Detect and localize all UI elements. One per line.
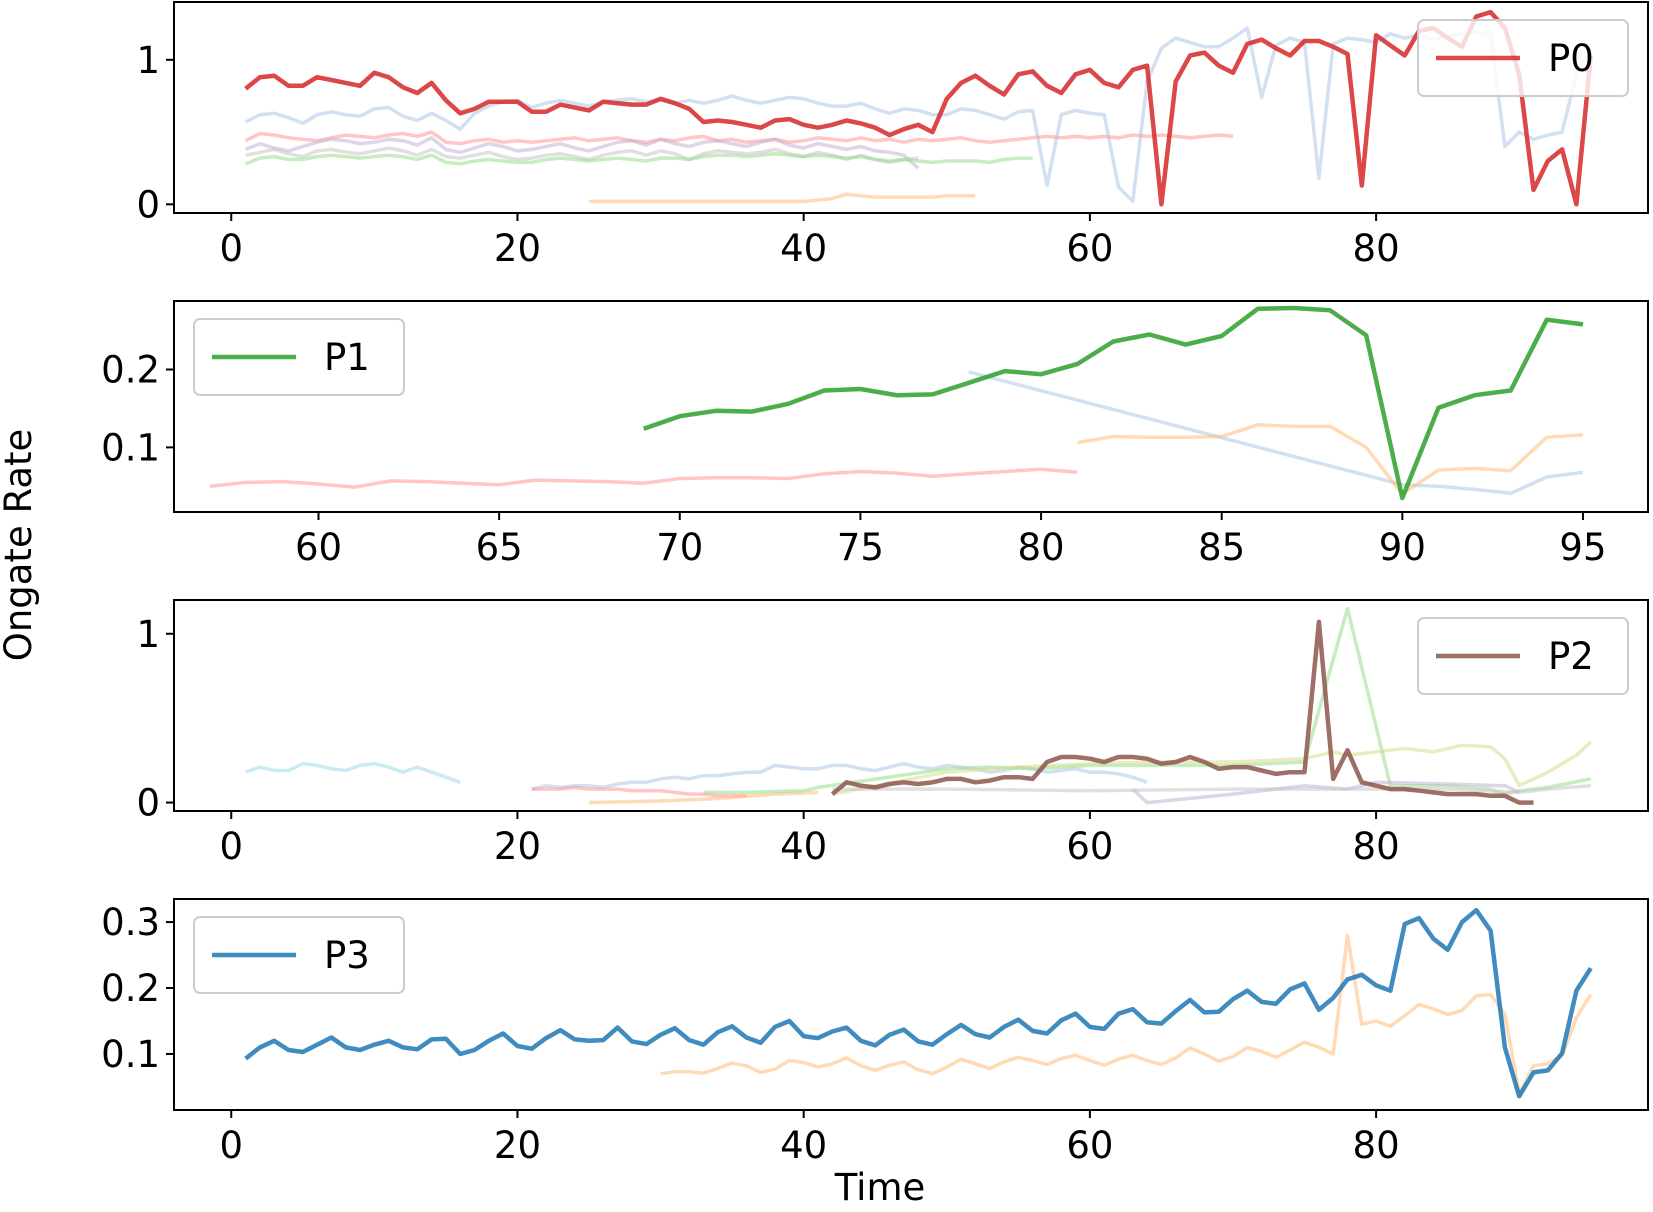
x-axis-label: Time bbox=[834, 1166, 926, 1209]
panel-0: 0 20 40 60 80 0 1 P0 bbox=[136, 1, 1649, 270]
y-tick-label: 1 bbox=[136, 613, 160, 656]
panel-1: 60 65 70 75 80 85 90 95 0.1 0.2 P1 bbox=[101, 300, 1649, 569]
y-tick-label: 1 bbox=[136, 39, 160, 82]
legend-label: P3 bbox=[324, 934, 370, 977]
series-line-p1 bbox=[642, 305, 1584, 501]
y-tick-label: 0.3 bbox=[101, 901, 160, 944]
legend-label: P2 bbox=[1548, 635, 1594, 678]
legend-p2: P2 bbox=[1417, 617, 1629, 695]
series-line-p3 bbox=[244, 907, 1593, 1099]
panel-frame bbox=[173, 1, 1649, 214]
x-tick-label: 70 bbox=[656, 526, 703, 569]
y-tick-label: 0 bbox=[136, 782, 160, 825]
x-tick-label: 80 bbox=[1353, 825, 1400, 868]
panel-3-series bbox=[244, 907, 1593, 1099]
x-tick-label: 40 bbox=[780, 227, 827, 270]
x-tick-label: 20 bbox=[494, 227, 541, 270]
y-tick-label: 0.1 bbox=[101, 426, 160, 469]
panel-2-series bbox=[245, 606, 1592, 805]
x-tick-label: 85 bbox=[1198, 526, 1245, 569]
x-tick-label: 60 bbox=[1066, 1124, 1113, 1167]
x-tick-label: 95 bbox=[1559, 526, 1606, 569]
background-series-line bbox=[831, 740, 1592, 796]
x-tick-label: 90 bbox=[1379, 526, 1426, 569]
x-tick-label: 60 bbox=[1066, 227, 1113, 270]
x-tick-label: 75 bbox=[837, 526, 884, 569]
legend-box bbox=[193, 916, 405, 994]
background-series-line bbox=[209, 467, 1078, 489]
y-tick-label: 0.1 bbox=[101, 1033, 160, 1076]
background-series-line bbox=[531, 761, 1148, 791]
background-series-line bbox=[244, 151, 1033, 166]
x-tick-label: 20 bbox=[494, 825, 541, 868]
panel-3: 0 20 40 60 80 0.1 0.2 0.3 P3 bbox=[101, 898, 1649, 1167]
y-tick-label: 0.2 bbox=[101, 349, 160, 392]
background-series-line bbox=[588, 790, 819, 805]
panel-frame bbox=[173, 599, 1649, 812]
legend-p0: P0 bbox=[1417, 19, 1629, 97]
x-tick-label: 80 bbox=[1018, 526, 1065, 569]
background-series-line bbox=[244, 26, 1593, 204]
background-series-line bbox=[244, 130, 1234, 146]
panel-frame bbox=[173, 898, 1649, 1111]
x-tick-label: 65 bbox=[476, 526, 523, 569]
background-series-line bbox=[245, 761, 461, 784]
series-line-p0 bbox=[244, 9, 1594, 207]
legend-p3: P3 bbox=[193, 916, 405, 994]
legend-box bbox=[1417, 19, 1629, 97]
series-line-p2 bbox=[830, 619, 1534, 805]
panel-1-series bbox=[209, 305, 1584, 501]
legend-label: P0 bbox=[1548, 37, 1594, 80]
x-tick-label: 80 bbox=[1353, 1124, 1400, 1167]
x-tick-label: 0 bbox=[219, 1124, 243, 1167]
x-tick-label: 40 bbox=[780, 1124, 827, 1167]
y-tick-label: 0.2 bbox=[101, 967, 160, 1010]
y-tick-label: 0 bbox=[136, 183, 160, 226]
background-series-line bbox=[968, 370, 1584, 496]
x-tick-label: 20 bbox=[494, 1124, 541, 1167]
background-series-line bbox=[660, 933, 1593, 1096]
panel-0-series bbox=[244, 9, 1594, 207]
x-tick-label: 0 bbox=[219, 227, 243, 270]
panel-2: 0 20 40 60 80 0 1 P2 bbox=[136, 599, 1649, 868]
background-series-line bbox=[589, 192, 976, 204]
y-axis-label: Ongate Rate bbox=[0, 429, 40, 662]
legend-box bbox=[193, 318, 405, 396]
background-series-line bbox=[1076, 423, 1584, 496]
background-series-line bbox=[244, 136, 920, 170]
background-series-line bbox=[531, 785, 747, 798]
background-series-line bbox=[832, 783, 1591, 795]
panel-frame bbox=[173, 300, 1649, 513]
x-tick-label: 40 bbox=[780, 825, 827, 868]
x-tick-label: 60 bbox=[1066, 825, 1113, 868]
legend-box bbox=[1417, 617, 1629, 695]
legend-label: P1 bbox=[324, 336, 370, 379]
x-tick-label: 0 bbox=[219, 825, 243, 868]
x-tick-label: 80 bbox=[1353, 227, 1400, 270]
x-tick-label: 60 bbox=[295, 526, 342, 569]
legend-p1: P1 bbox=[193, 318, 405, 396]
